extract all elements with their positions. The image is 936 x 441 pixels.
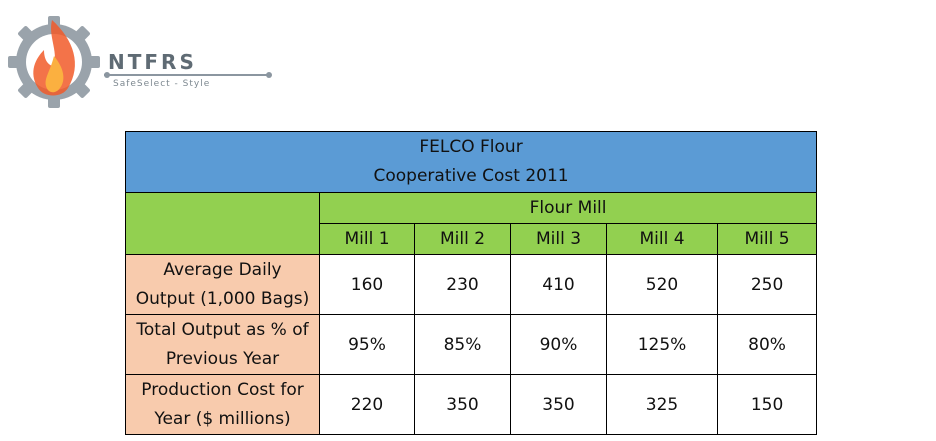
table-cell: 520 [606,254,718,315]
row-label-line-2: Year ($ millions) [154,408,291,429]
logo-name: NTFRS [108,50,197,74]
column-header: Mill 2 [414,223,511,255]
table-cell: 90% [510,314,607,375]
table-cell: 350 [414,374,511,435]
logo-divider [104,74,270,76]
table-cell: 230 [414,254,511,315]
table-row: Total Output as % of Previous Year 95% 8… [125,314,818,375]
row-label: Production Cost for Year ($ millions) [125,374,320,435]
column-header: Mill 4 [606,223,718,255]
title-line-2: Cooperative Cost 2011 [373,166,569,186]
table-cell: 125% [606,314,718,375]
table-row: Average Daily Output (1,000 Bags) 160 23… [125,254,818,315]
row-label-line-2: Previous Year [165,348,280,369]
row-label-line-2: Output (1,000 Bags) [135,288,310,309]
table-cell: 350 [510,374,607,435]
row-label: Average Daily Output (1,000 Bags) [125,254,320,315]
row-label-line-1: Total Output as % of [136,319,309,340]
column-header: Mill 3 [510,223,607,255]
logo-dot-left [104,72,110,78]
table-cell: 85% [414,314,511,375]
logo-dot-right [266,72,272,78]
row-label: Total Output as % of Previous Year [125,314,320,375]
column-header: Mill 1 [319,223,415,255]
group-header: Flour Mill [318,192,818,224]
title-line-1: FELCO Flour [419,137,523,157]
table-cell: 250 [716,254,818,315]
table-row: Production Cost for Year ($ millions) 22… [125,374,818,435]
table-cell: 160 [319,254,415,315]
table-cell: 220 [319,374,415,435]
table-cell: 80% [716,314,818,375]
table-cell: 95% [319,314,415,375]
logo-tagline: SafeSelect - Style [113,79,211,89]
row-label-line-1: Average Daily [163,259,282,280]
table-cell: 325 [606,374,718,435]
row-label-line-1: Production Cost for [141,379,304,400]
table-title: FELCO Flour Cooperative Cost 2011 [124,131,818,193]
header-corner-cell [125,192,320,255]
gear-flame-icon [8,16,100,108]
ntfrs-logo: NTFRS SafeSelect - Style [0,8,290,113]
column-header: Mill 5 [716,223,818,255]
table-cell: 150 [716,374,818,435]
felco-cost-table: FELCO Flour Cooperative Cost 2011 Flour … [124,131,818,435]
table-cell: 410 [510,254,607,315]
